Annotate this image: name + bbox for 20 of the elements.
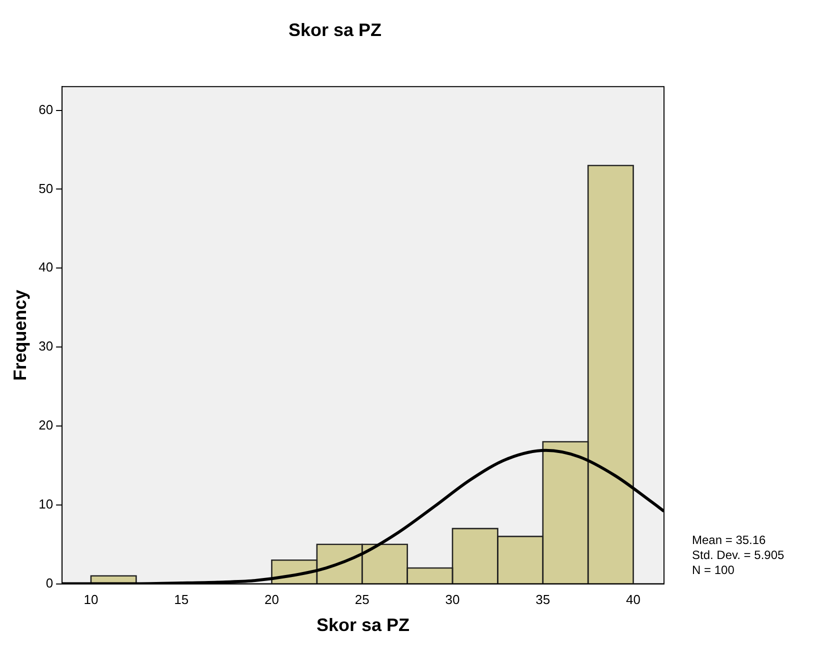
x-tick-label: 25 [354,592,370,608]
text: Std. Dev. = 5.905 [692,548,784,562]
x-tick-label: 10 [84,592,98,608]
text: N = 100 [692,563,735,578]
x-tick-label: 30 [445,592,460,608]
chart-title: Skor sa PZ [288,20,382,40]
y-tick-label: 20 [38,418,54,433]
x-axis-title: Skor sa PZ [316,615,410,636]
x-tick-label: 35 [536,592,550,608]
y-tick-label: 60 [38,102,54,117]
y-tick-label: 40 [38,260,54,275]
x-tick-label: 20 [264,592,279,608]
y-tick-label: 30 [38,338,54,354]
text: Mean = 35.16 [692,533,766,548]
y-axis-title: Frequency [10,290,30,381]
x-tick-label: 40 [626,592,641,608]
y-tick-label: 0 [46,575,54,590]
y-tick-label: 50 [38,180,54,196]
y-tick-label: 10 [38,496,54,512]
x-tick-label: 15 [174,592,189,608]
